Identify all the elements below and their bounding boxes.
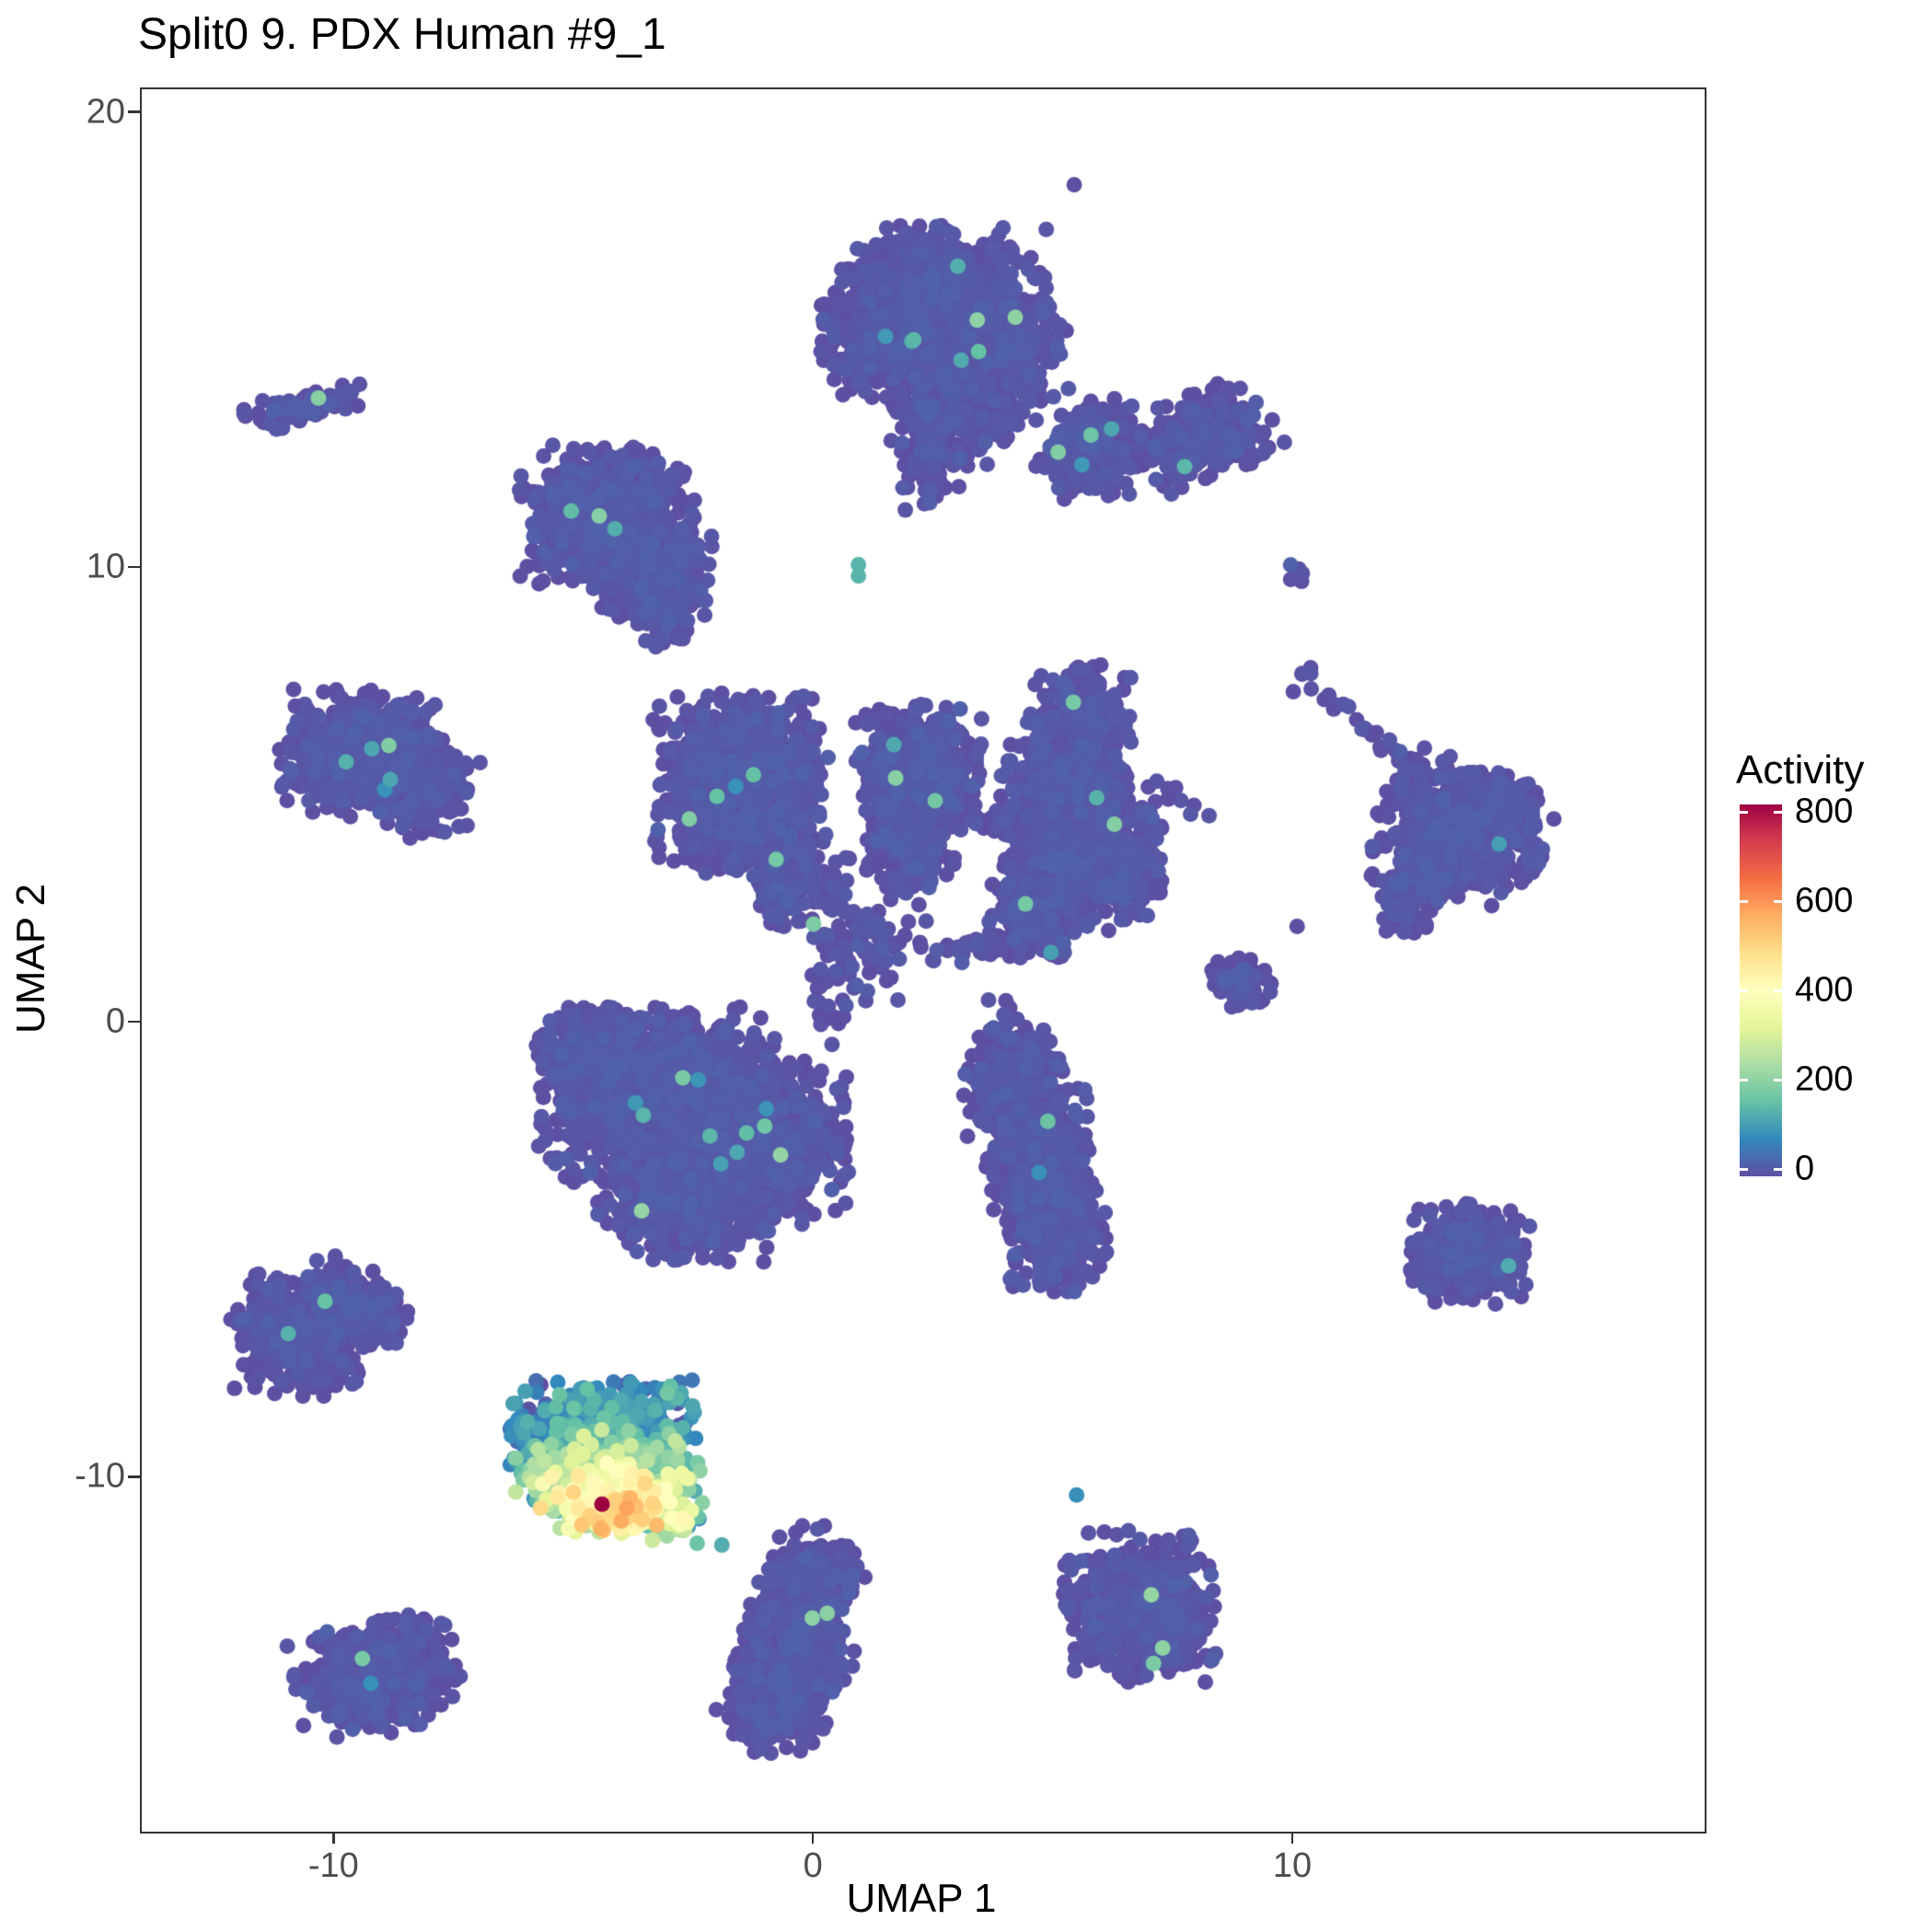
x-tick-label: 10 bbox=[1272, 1846, 1313, 1885]
legend-tick-label: 0 bbox=[1795, 1149, 1815, 1188]
legend-tick-label: 200 bbox=[1795, 1059, 1854, 1099]
legend-tick-mark bbox=[1774, 989, 1782, 992]
y-axis-tick-mark bbox=[128, 110, 140, 113]
y-tick-label: 0 bbox=[105, 1001, 125, 1041]
y-axis-tick-mark bbox=[128, 1475, 140, 1478]
legend-title: Activity bbox=[1736, 747, 1865, 792]
y-tick-label: -10 bbox=[75, 1456, 125, 1496]
y-axis-tick-mark bbox=[128, 1020, 140, 1024]
legend-tick-label: 400 bbox=[1795, 970, 1854, 1010]
legend-tick-mark bbox=[1740, 1078, 1748, 1082]
legend-tick-mark bbox=[1774, 810, 1782, 814]
x-axis-tick-mark bbox=[811, 1832, 815, 1844]
legend-tick-mark bbox=[1740, 1167, 1748, 1171]
y-axis-title-text: UMAP 2 bbox=[8, 883, 53, 1035]
y-axis-tick-mark bbox=[128, 565, 140, 569]
plot-title: Split0 9. PDX Human #9_1 bbox=[138, 10, 666, 59]
x-axis-title: UMAP 1 bbox=[846, 1876, 997, 1921]
y-tick-label: 10 bbox=[86, 547, 125, 586]
x-tick-label: 0 bbox=[803, 1846, 823, 1885]
scatter-canvas bbox=[142, 89, 1705, 1832]
x-axis-tick-mark bbox=[332, 1832, 335, 1844]
x-tick-label: -10 bbox=[307, 1846, 359, 1885]
legend-tick-label: 600 bbox=[1795, 881, 1854, 920]
plot-panel bbox=[140, 87, 1706, 1834]
legend-tick-mark bbox=[1774, 1078, 1782, 1082]
legend-tick-mark bbox=[1774, 1167, 1782, 1171]
x-axis-tick-mark bbox=[1290, 1832, 1294, 1844]
legend-tick-mark bbox=[1740, 989, 1748, 992]
legend-tick-mark bbox=[1774, 899, 1782, 903]
legend-colorbar bbox=[1740, 804, 1782, 1176]
legend-tick-mark bbox=[1740, 899, 1748, 903]
legend-tick-mark bbox=[1740, 810, 1748, 814]
legend-tick-label: 800 bbox=[1795, 792, 1854, 831]
y-tick-label: 20 bbox=[86, 92, 125, 132]
y-axis-title: UMAP 2 bbox=[6, 87, 57, 1830]
